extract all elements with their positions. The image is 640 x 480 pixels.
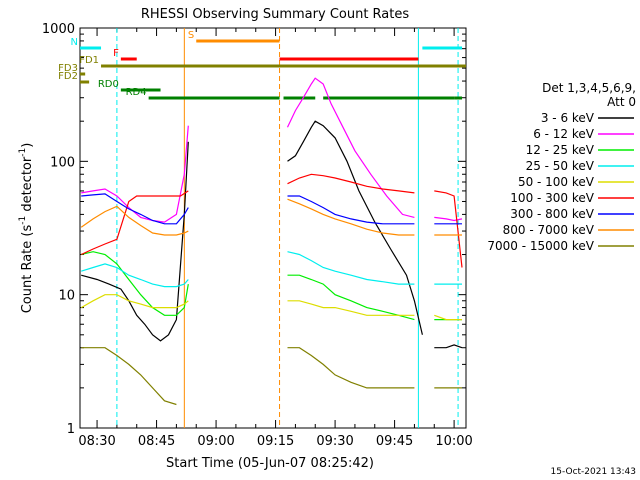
y-axis-ticks: 1 10 100 1000	[42, 22, 466, 437]
state-bar-label: FD2	[58, 71, 78, 82]
y-tick-label: 10	[58, 289, 75, 304]
chart-title: RHESSI Observing Summary Count Rates	[141, 7, 410, 22]
legend-label: 800 - 7000 keV	[503, 223, 595, 237]
series-line	[80, 294, 462, 321]
plot-frame	[79, 27, 467, 429]
x-tick-label: 09:45	[376, 434, 413, 449]
series-lines	[80, 77, 463, 406]
state-bar-label: RD0	[98, 79, 119, 90]
state-bar-label: N	[71, 37, 78, 48]
x-tick-label: 08:45	[138, 434, 175, 449]
legend-header-2: Att 0	[607, 95, 636, 109]
x-tick-label: 09:00	[197, 434, 234, 449]
footer-date: 15-Oct-2021 13:43	[551, 467, 636, 477]
series-line	[81, 77, 463, 223]
x-tick-label: 09:15	[257, 434, 294, 449]
state-bar-label: S	[188, 30, 194, 41]
series-line	[81, 193, 462, 225]
x-axis-label: Start Time (05-Jun-07 08:25:42)	[166, 456, 374, 471]
state-bar-label: FD3	[58, 63, 78, 74]
legend-label: 7000 - 15000 keV	[487, 239, 594, 253]
legend-label: 50 - 100 keV	[518, 175, 595, 189]
y-tick-label: 1000	[42, 22, 75, 37]
series-line	[81, 347, 462, 406]
series-line	[81, 251, 462, 288]
legend-label: 25 - 50 keV	[526, 159, 595, 173]
legend-label: 300 - 800 keV	[510, 207, 594, 221]
legend-label: 12 - 25 keV	[526, 143, 595, 157]
x-tick-label: 10:00	[435, 434, 472, 449]
x-tick-label: 08:30	[78, 434, 115, 449]
y-tick-label: 1	[67, 422, 75, 437]
vertical-markers	[116, 28, 459, 428]
state-bar-label: F	[113, 48, 119, 59]
x-tick-label: 09:30	[316, 434, 353, 449]
x-axis-ticks: 08:30 08:45 09:00 09:15 09:30 09:45 10:00	[78, 28, 473, 449]
legend-header-1: Det 1,3,4,5,6,9,	[542, 81, 636, 95]
legend-label: 3 - 6 keV	[541, 111, 595, 125]
y-tick-label: 100	[50, 155, 75, 170]
series-line	[80, 198, 462, 236]
legend: Det 1,3,4,5,6,9, Att 0 3 - 6 keV 6 - 12 k…	[487, 81, 636, 253]
legend-label: 6 - 12 keV	[533, 127, 595, 141]
series-line	[81, 251, 462, 321]
y-axis-label: Count Rate (s-1 detector-1)	[18, 143, 35, 314]
state-bar-label: FD1	[79, 55, 99, 66]
legend-label: 100 - 300 keV	[510, 191, 594, 205]
state-bar-label: RD4	[126, 87, 147, 98]
series-line	[81, 120, 463, 349]
series-line	[80, 173, 463, 268]
